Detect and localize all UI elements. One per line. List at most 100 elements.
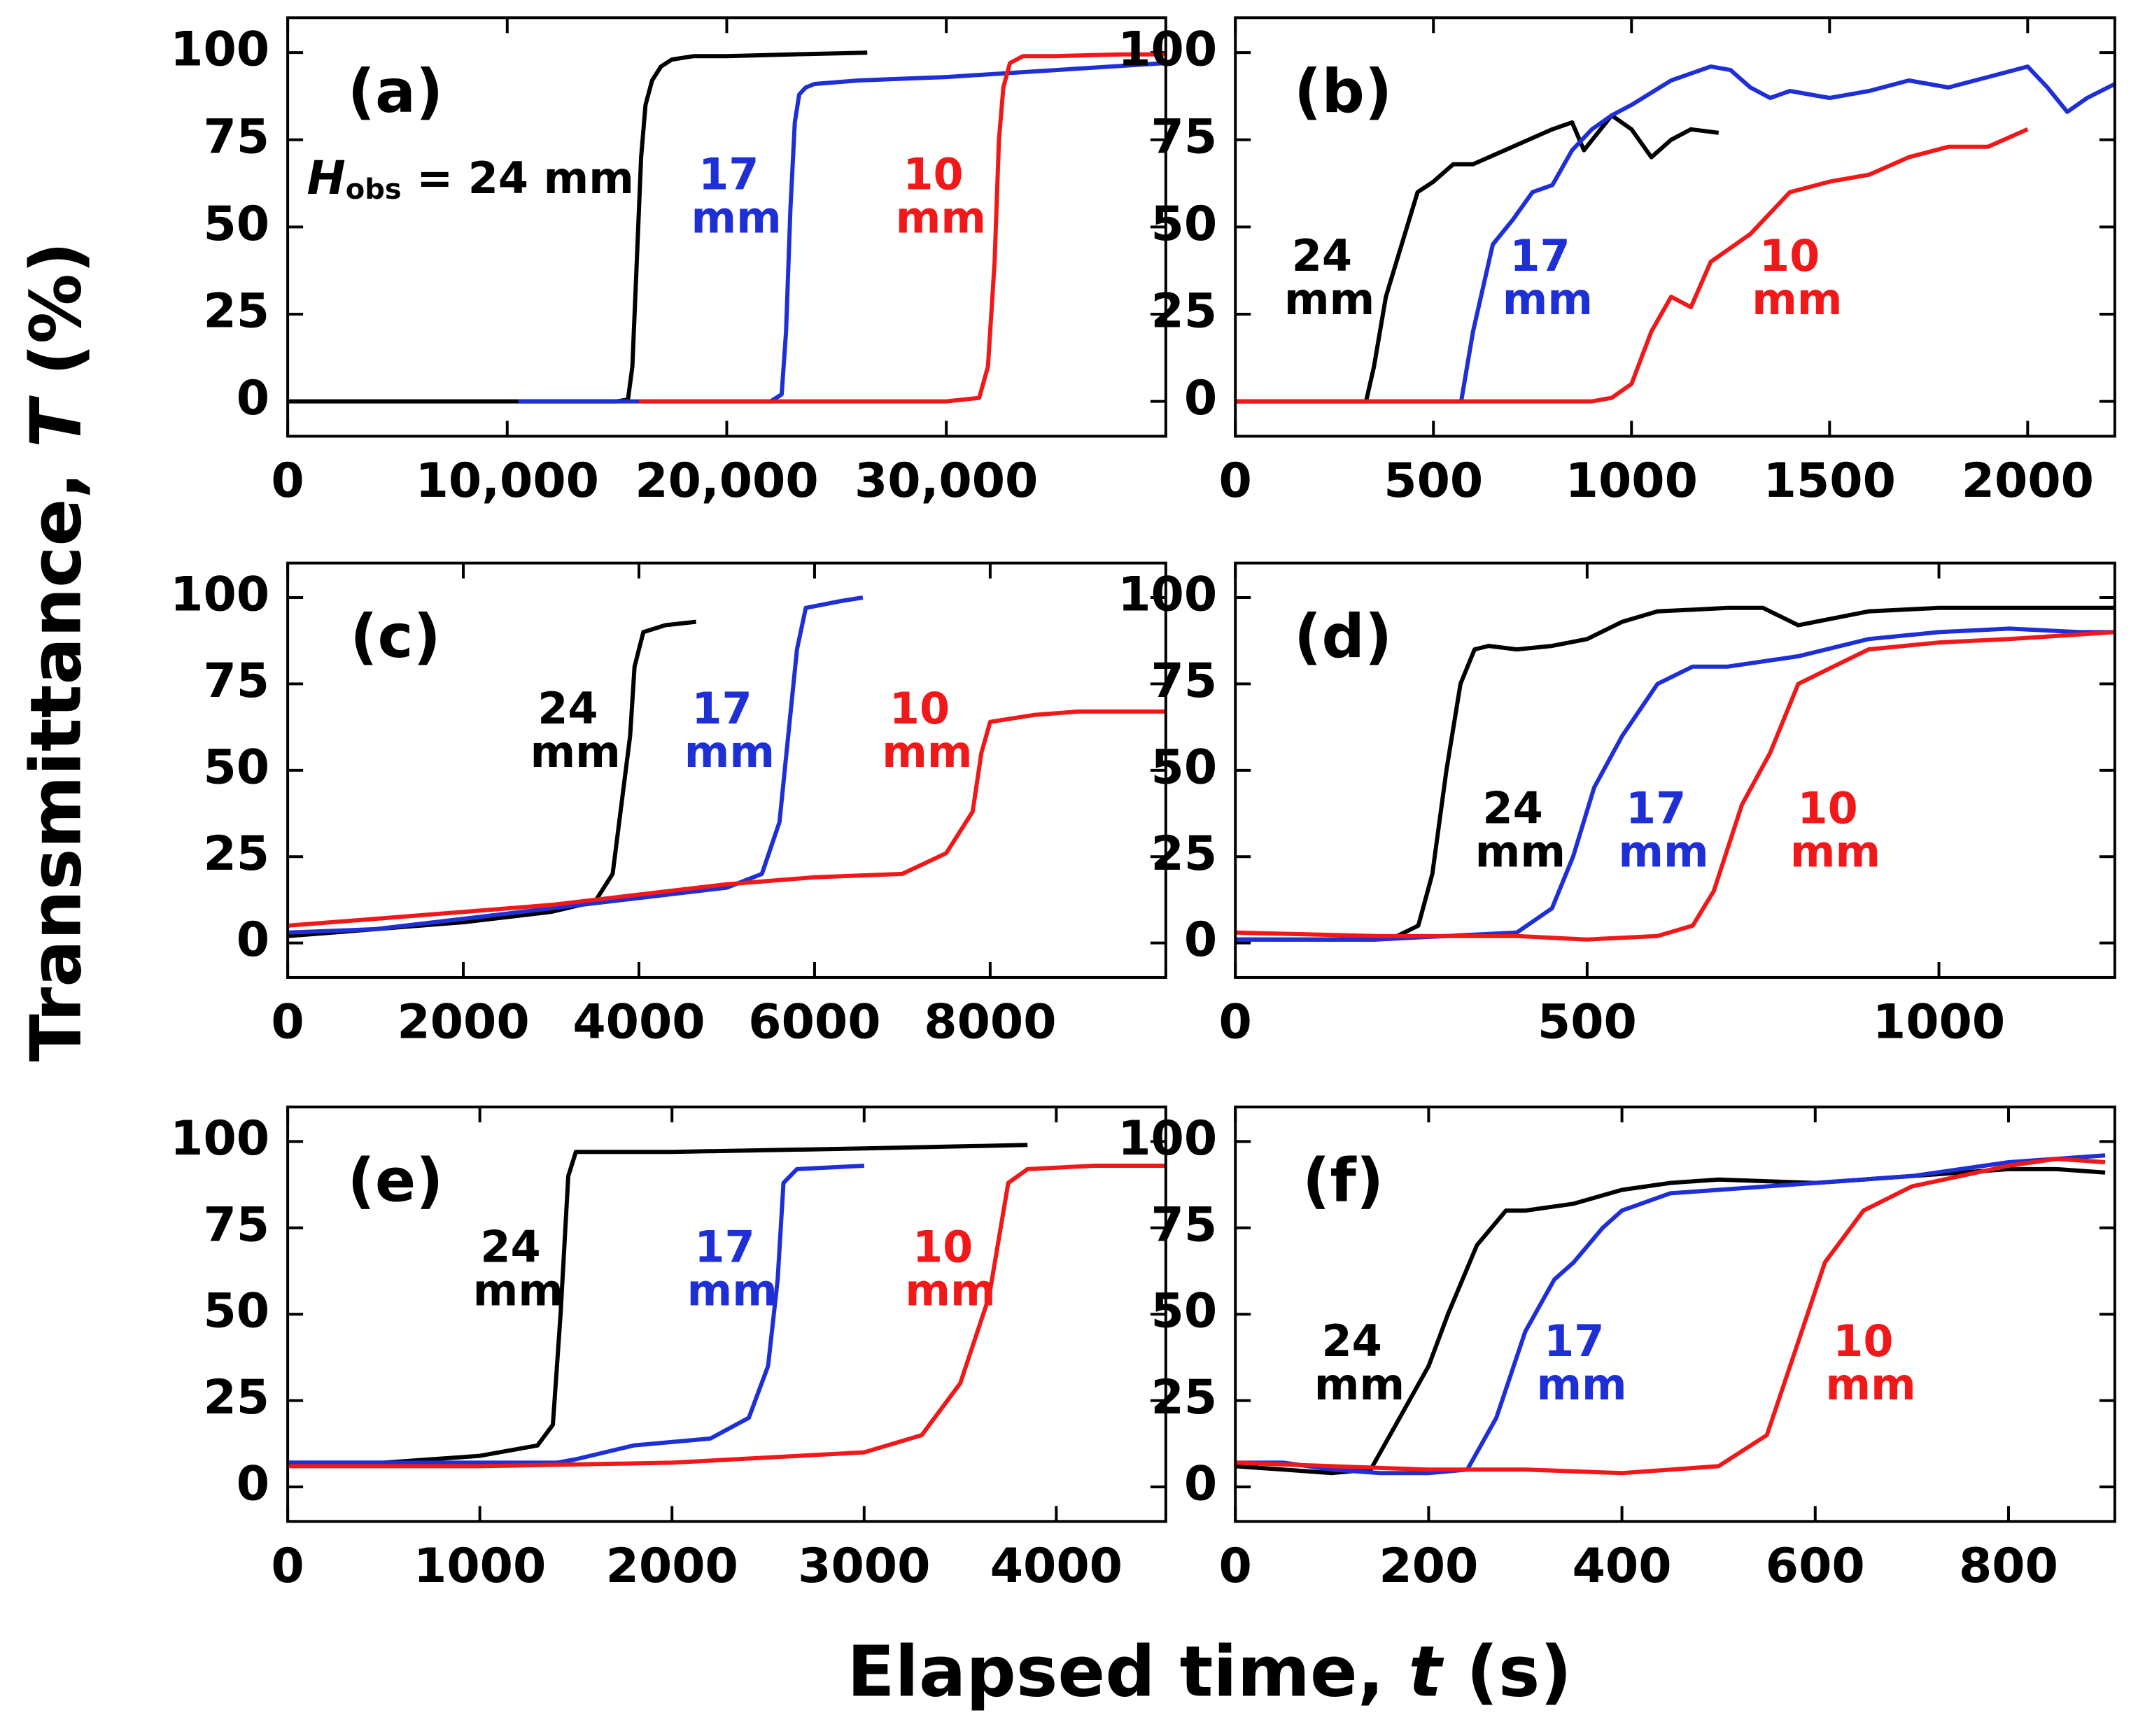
x-tick-label: 500 <box>1384 453 1483 509</box>
y-tick-label: 50 <box>203 740 269 795</box>
series-label: 24 mm <box>473 1222 563 1316</box>
y-tick-label: 100 <box>1118 1111 1217 1166</box>
x-tick-label: 0 <box>271 453 304 509</box>
x-tick-label: 4000 <box>572 995 705 1050</box>
y-tick-label: 50 <box>203 1284 269 1339</box>
series-label: 17 mm <box>684 683 775 777</box>
y-tick-label: 75 <box>1151 654 1218 709</box>
x-tick-label: 800 <box>1959 1539 2058 1594</box>
series-label: 24 mm <box>1314 1315 1405 1410</box>
x-tick-label: 20,000 <box>635 453 818 509</box>
x-tick-label: 200 <box>1379 1539 1478 1594</box>
series-label: 24 mm <box>1475 782 1566 877</box>
data-line <box>288 709 1166 928</box>
panel-label: (b) <box>1294 57 1392 127</box>
y-tick-label: 0 <box>237 1457 269 1512</box>
y-tick-label: 25 <box>203 1370 269 1425</box>
panel-label: (d) <box>1294 602 1392 672</box>
y-axis-label: Transmittance, T (%) <box>15 241 97 1061</box>
x-tick-label: 0 <box>271 995 304 1050</box>
data-line <box>288 1164 1166 1469</box>
y-tick-label: 100 <box>170 567 269 623</box>
x-tick-label: 0 <box>271 1539 304 1594</box>
x-tick-label: 2000 <box>606 1539 738 1594</box>
series-label: 10 mm <box>1752 230 1842 325</box>
data-line <box>1235 605 2115 942</box>
x-tick-label: 0 <box>1219 995 1252 1050</box>
series-label: 17 mm <box>1536 1315 1626 1410</box>
y-tick-label: 25 <box>1151 826 1218 882</box>
x-tick-label: 2000 <box>1962 453 2094 509</box>
panel-label: (e) <box>348 1146 444 1216</box>
y-tick-label: 50 <box>1151 1284 1218 1339</box>
x-tick-label: 500 <box>1538 995 1637 1050</box>
x-tick-label: 1000 <box>414 1539 546 1594</box>
data-line <box>639 52 1166 404</box>
y-tick-label: 75 <box>203 1197 269 1252</box>
y-tick-label: 50 <box>1151 197 1218 252</box>
y-tick-label: 75 <box>203 109 269 164</box>
y-tick-label: 100 <box>1118 567 1217 623</box>
x-tick-label: 1000 <box>1566 453 1698 509</box>
x-tick-label: 10,000 <box>416 453 599 509</box>
y-tick-label: 25 <box>1151 1370 1218 1425</box>
x-tick-label: 0 <box>1219 1539 1252 1594</box>
x-tick-label: 1000 <box>1873 995 2005 1050</box>
y-tick-label: 0 <box>1184 371 1217 426</box>
x-tick-label: 30,000 <box>855 453 1038 509</box>
y-tick-label: 100 <box>1118 22 1217 78</box>
plot-frame <box>286 561 1167 979</box>
series-label: 24 mm <box>530 683 621 777</box>
data-line <box>1235 127 2029 404</box>
series-label: 17 mm <box>691 148 781 243</box>
x-tick-label: 2000 <box>397 995 529 1050</box>
panel-label: (f) <box>1302 1146 1384 1216</box>
data-line <box>1235 64 2115 404</box>
data-line <box>288 595 864 935</box>
data-line <box>288 1164 864 1465</box>
x-tick-label: 0 <box>1219 453 1252 509</box>
series-label: 10 mm <box>1826 1315 1916 1410</box>
series-label: Hobs = 24 mm <box>307 151 633 206</box>
x-tick-label: 400 <box>1573 1539 1672 1594</box>
data-line <box>1235 1157 2106 1476</box>
panel-label: (a) <box>348 57 444 127</box>
y-tick-label: 0 <box>1184 912 1217 968</box>
series-label: 17 mm <box>1618 782 1708 877</box>
data-line <box>1235 113 1719 404</box>
plot-frame <box>1234 16 2116 438</box>
x-axis-label: Elapsed time, t (s) <box>847 1631 1572 1713</box>
y-tick-label: 50 <box>1151 740 1218 795</box>
x-tick-label: 4000 <box>990 1539 1123 1594</box>
data-line <box>1235 626 2115 942</box>
plot-frame <box>286 1106 1167 1523</box>
series-label: 10 mm <box>882 683 972 777</box>
y-tick-label: 75 <box>1151 1197 1218 1252</box>
series-label: 10 mm <box>905 1222 995 1316</box>
panel-label: (c) <box>350 602 441 672</box>
x-tick-label: 8000 <box>924 995 1056 1050</box>
series-label: 10 mm <box>896 148 986 243</box>
y-tick-label: 0 <box>237 912 269 968</box>
plot-frame <box>1234 1106 2116 1523</box>
data-line <box>518 61 1166 404</box>
series-label: 17 mm <box>1503 230 1593 325</box>
x-tick-label: 3000 <box>798 1539 930 1594</box>
plot-frame <box>286 16 1167 438</box>
y-tick-label: 25 <box>1151 284 1218 339</box>
y-tick-label: 100 <box>170 22 269 78</box>
x-tick-label: 1500 <box>1764 453 1896 509</box>
series-label: 10 mm <box>1790 782 1880 877</box>
data-line <box>1235 630 2115 942</box>
series-label: 17 mm <box>687 1222 778 1316</box>
x-tick-label: 600 <box>1766 1539 1865 1594</box>
y-tick-label: 75 <box>203 654 269 709</box>
data-line <box>1235 1153 2106 1476</box>
y-tick-label: 0 <box>1184 1457 1217 1512</box>
data-line <box>288 619 696 938</box>
y-tick-label: 100 <box>170 1111 269 1166</box>
y-tick-label: 0 <box>237 371 269 426</box>
data-line <box>288 1143 1028 1465</box>
